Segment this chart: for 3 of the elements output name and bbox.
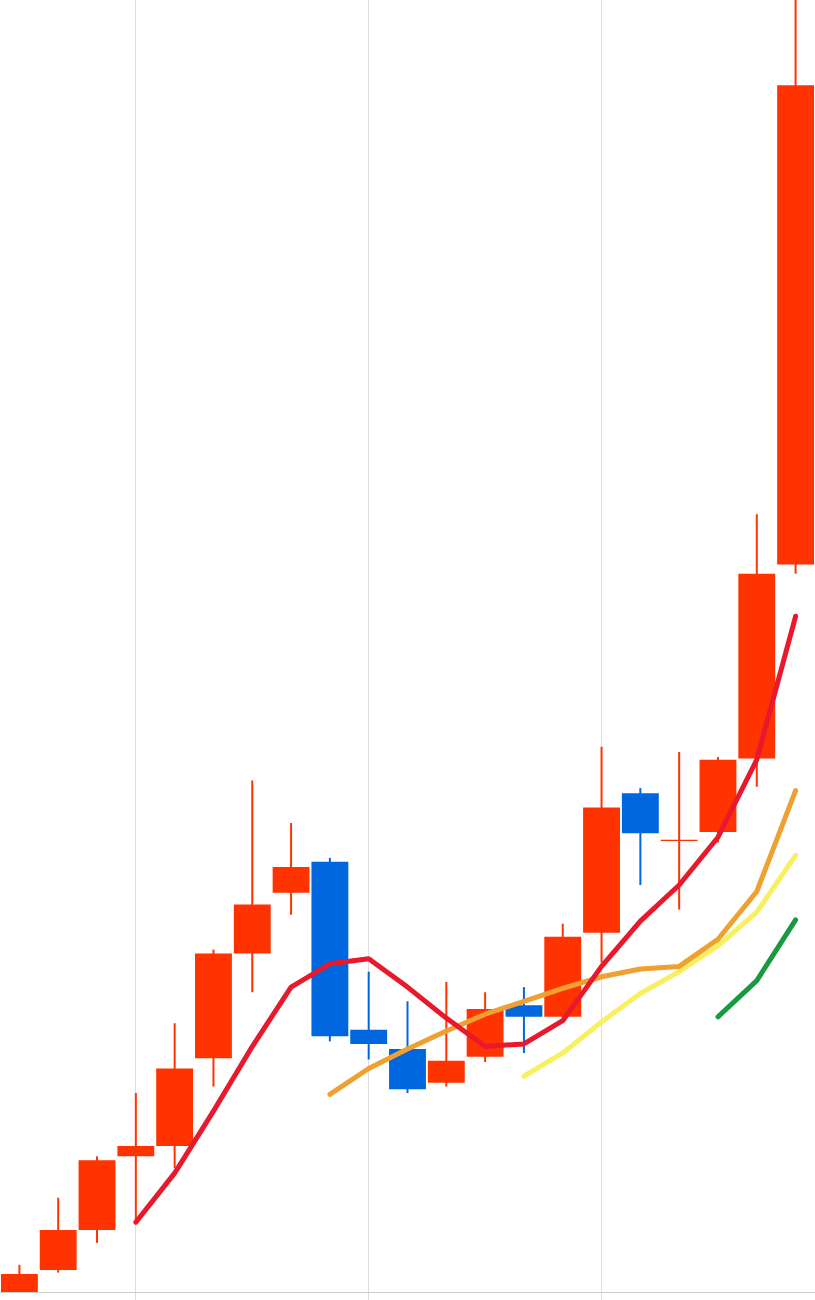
candlestick (505, 986, 543, 1054)
candlestick (117, 1092, 155, 1222)
candlestick (350, 970, 388, 1061)
